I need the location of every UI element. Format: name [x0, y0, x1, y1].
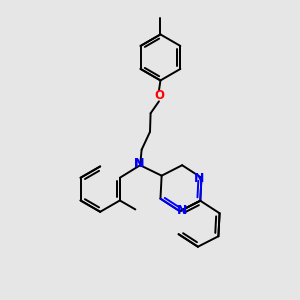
Text: N: N — [134, 157, 144, 170]
Text: N: N — [134, 157, 144, 170]
Text: O: O — [154, 89, 164, 103]
Text: N: N — [194, 172, 205, 185]
Text: N: N — [177, 203, 187, 217]
